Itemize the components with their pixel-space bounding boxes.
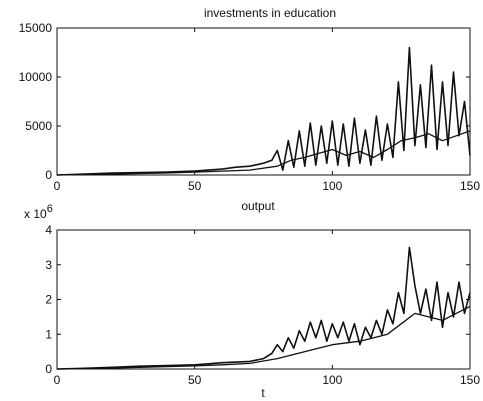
output-axes: 0 50 100 150 0 1 2 3 4	[45, 223, 480, 387]
output-y-tick-label: 3	[45, 258, 52, 272]
investments-x-tick-label: 50	[188, 179, 202, 193]
output-plot-frame	[56, 229, 471, 370]
output-chart: output x 106 0 50 100 150 0 1 2 3 4 t	[24, 199, 480, 400]
investments-y-tick-label: 15000	[19, 21, 53, 35]
output-x-tick-label: 100	[322, 373, 342, 387]
investments-y-tick-label: 10000	[19, 70, 53, 84]
investments-axes: 0 50 100 150 0 5000 10000 15000	[19, 21, 481, 193]
output-series	[56, 246, 471, 370]
output-series-line-1	[56, 246, 471, 370]
investments-y-tick-label: 0	[45, 168, 52, 182]
investments-series-line-2	[56, 130, 471, 176]
output-chart-title: output	[241, 199, 275, 213]
output-series-line-2	[56, 305, 471, 370]
investments-chart: investments in education 0 50 100 150 0 5000 1…	[19, 6, 481, 193]
output-x-tick-label: 0	[54, 373, 61, 387]
investments-x-tick-label: 100	[322, 179, 342, 193]
investments-x-tick-label: 0	[54, 179, 61, 193]
output-y-tick-label: 2	[45, 293, 52, 307]
investments-plot-frame	[56, 27, 471, 176]
output-y-multiplier: x 106	[24, 203, 53, 221]
investments-series-line-1	[56, 46, 471, 176]
investments-chart-title: investments in education	[204, 6, 336, 20]
output-x-tick-label: 50	[188, 373, 202, 387]
investments-x-tick-label: 150	[460, 179, 480, 193]
output-x-tick-label: 150	[460, 373, 480, 387]
output-y-multiplier-exponent: 6	[47, 203, 53, 215]
investments-series	[56, 46, 471, 176]
output-y-multiplier-base: x 10	[24, 207, 47, 221]
output-x-axis-label: t	[261, 386, 265, 400]
output-y-tick-label: 4	[45, 223, 52, 237]
output-y-tick-label: 1	[45, 327, 52, 341]
output-y-tick-label: 0	[45, 362, 52, 376]
investments-y-tick-label: 5000	[25, 119, 52, 133]
